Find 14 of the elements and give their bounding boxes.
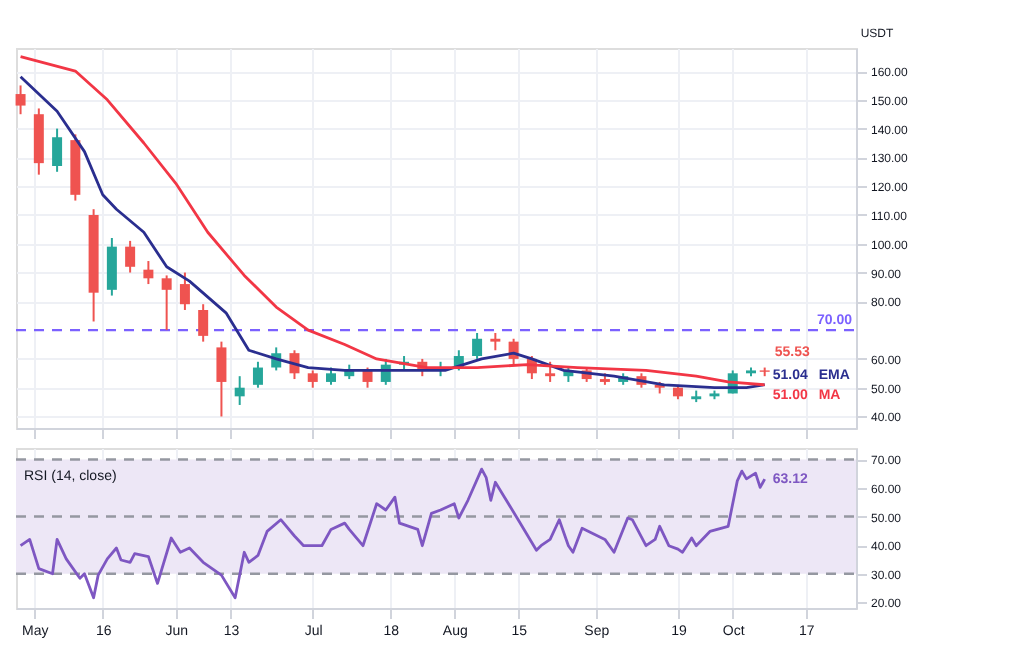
candlestick xyxy=(472,332,483,360)
candlestick xyxy=(125,239,136,274)
candlestick xyxy=(179,271,190,311)
candlestick xyxy=(198,303,209,343)
line-series xyxy=(19,467,767,600)
candlestick xyxy=(15,84,26,116)
candlestick xyxy=(106,237,117,297)
candlestick xyxy=(545,360,556,383)
candlestick xyxy=(161,274,172,332)
candlestick xyxy=(252,360,263,389)
candlestick xyxy=(143,260,154,286)
candlestick xyxy=(216,340,227,418)
candlestick xyxy=(234,375,245,406)
candlestick xyxy=(52,127,63,173)
